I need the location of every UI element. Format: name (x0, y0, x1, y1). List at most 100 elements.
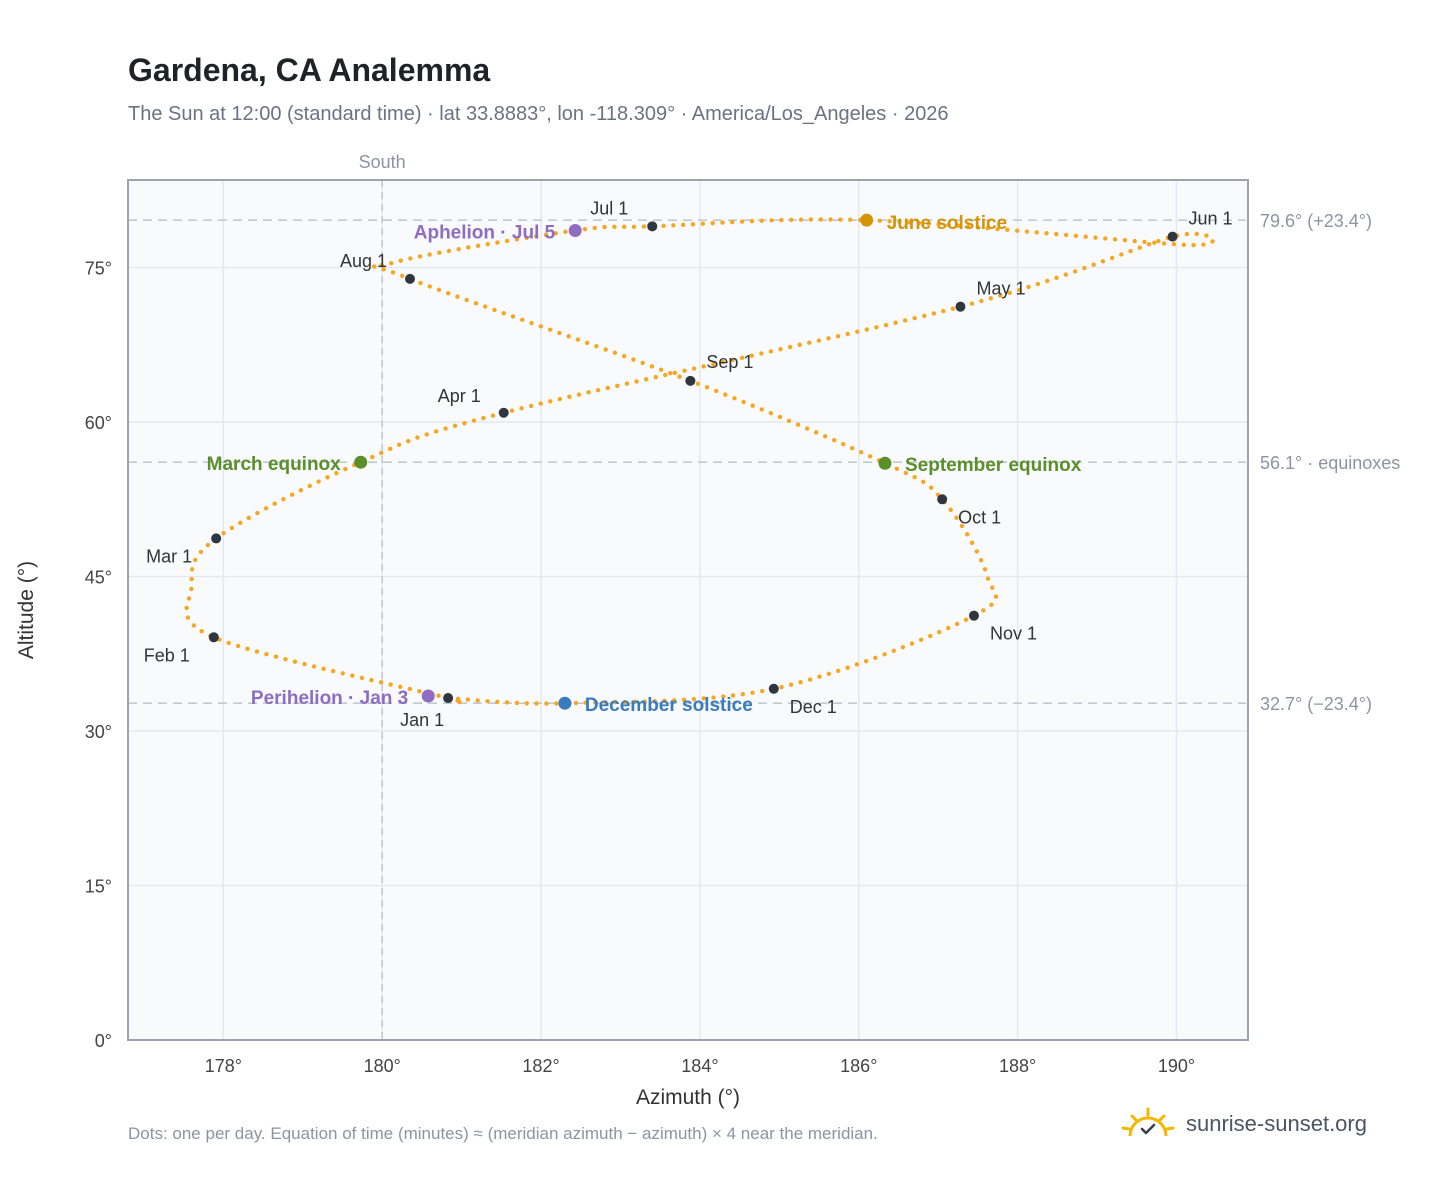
daily-dot (514, 237, 520, 242)
event-marker-dot (860, 213, 874, 227)
daily-dot (931, 311, 937, 316)
daily-dot (894, 466, 900, 471)
month-marker-label: Dec 1 (790, 697, 837, 717)
daily-dot (455, 294, 460, 299)
daily-dot (576, 392, 582, 397)
daily-dot (671, 223, 676, 228)
daily-dot (311, 664, 317, 669)
daily-dot (649, 364, 655, 369)
daily-dot (672, 698, 677, 703)
daily-dot (415, 435, 420, 440)
analemma-daily-dots (184, 217, 1215, 706)
chart-subtitle: The Sun at 12:00 (standard time) · lat 3… (128, 103, 949, 125)
daily-dot (877, 218, 882, 223)
daily-dot (1161, 241, 1167, 246)
daily-dot (903, 470, 908, 476)
y-tick-label: 60° (85, 413, 112, 433)
daily-dot (417, 688, 422, 694)
daily-dot (818, 217, 823, 222)
daily-dot (621, 353, 627, 359)
daily-dot (954, 515, 959, 520)
plot-frame (127, 179, 1249, 1041)
daily-dot (1109, 255, 1115, 261)
daily-dot (739, 219, 745, 224)
daily-dot (199, 628, 204, 634)
daily-dot (615, 383, 620, 388)
daily-dot (495, 699, 500, 705)
daily-dot (907, 220, 912, 225)
daily-dot (720, 220, 725, 225)
daily-dot (593, 700, 598, 705)
daily-dot (662, 698, 667, 704)
daily-dot (900, 645, 906, 650)
daily-dot (189, 586, 194, 592)
daily-dot (759, 351, 764, 356)
daily-dot (621, 224, 627, 230)
daily-dot (926, 221, 932, 226)
daily-dot (612, 350, 618, 356)
daily-dot (473, 301, 479, 306)
daily-dot (302, 661, 307, 667)
daily-dot (681, 697, 687, 703)
event-marker-label: September equinox (905, 455, 1082, 476)
x-tick-label: 188° (999, 1056, 1036, 1076)
y-tick-label: 75° (85, 259, 112, 279)
month-marker-label: Jun 1 (1189, 209, 1233, 229)
daily-dot (238, 520, 243, 526)
daily-dot (1100, 259, 1106, 264)
daily-dot (330, 668, 336, 674)
daily-dot (334, 470, 339, 476)
daily-dot (1191, 242, 1196, 248)
daily-dot (634, 379, 639, 384)
daily-dot (912, 315, 917, 321)
daily-dot (264, 651, 269, 657)
daily-dot (583, 700, 588, 705)
daily-dot (1005, 227, 1010, 233)
daily-dot (816, 338, 822, 343)
daily-dot (941, 308, 946, 314)
daily-dot (804, 426, 810, 431)
daily-dot (1146, 242, 1152, 247)
daily-dot (528, 403, 534, 409)
daily-dot (969, 540, 975, 545)
month-marker-dot (498, 407, 509, 418)
daily-dot (1034, 230, 1039, 235)
daily-dot (1128, 248, 1133, 254)
daily-dot (631, 224, 637, 230)
daily-dot (863, 658, 869, 664)
daily-dot (828, 217, 833, 222)
event-marker-dot (421, 689, 435, 703)
footnote: Dots: one per day. Equation of time (min… (128, 1124, 878, 1143)
brand-logo[interactable]: sunrise-sunset.org (1120, 1102, 1367, 1146)
daily-dot (1119, 252, 1124, 257)
daily-dot (272, 501, 277, 506)
daily-dot (985, 576, 991, 581)
daily-dot (592, 225, 597, 231)
daily-dot (584, 340, 590, 346)
plot-background (128, 180, 1248, 1040)
daily-dot (1184, 231, 1190, 237)
daily-dot (858, 450, 864, 455)
daily-dot (641, 224, 647, 229)
daily-dot (680, 222, 686, 228)
event-marker-dot (354, 455, 368, 469)
event-marker-label: December solstice (585, 695, 753, 716)
daily-dot (835, 333, 841, 339)
sun-check-icon (1121, 1107, 1175, 1137)
month-marker-label: Feb 1 (144, 645, 190, 665)
daily-dot (389, 260, 394, 266)
month-marker-label: Oct 1 (958, 507, 1001, 527)
x-tick-label: 178° (205, 1056, 242, 1076)
daily-dot (916, 220, 922, 226)
event-markers: March equinox June solstice September equi… (207, 213, 1082, 716)
daily-dot (359, 675, 365, 681)
daily-dot (567, 394, 572, 400)
reference-line-label: 32.7° (−23.4°) (1260, 694, 1372, 714)
daily-dot (495, 240, 500, 245)
daily-dot (446, 248, 452, 254)
daily-dot (221, 531, 226, 536)
daily-dot (246, 515, 251, 521)
daily-dot (1044, 231, 1049, 236)
event-marker-dot (568, 223, 582, 237)
daily-dot (642, 699, 647, 704)
